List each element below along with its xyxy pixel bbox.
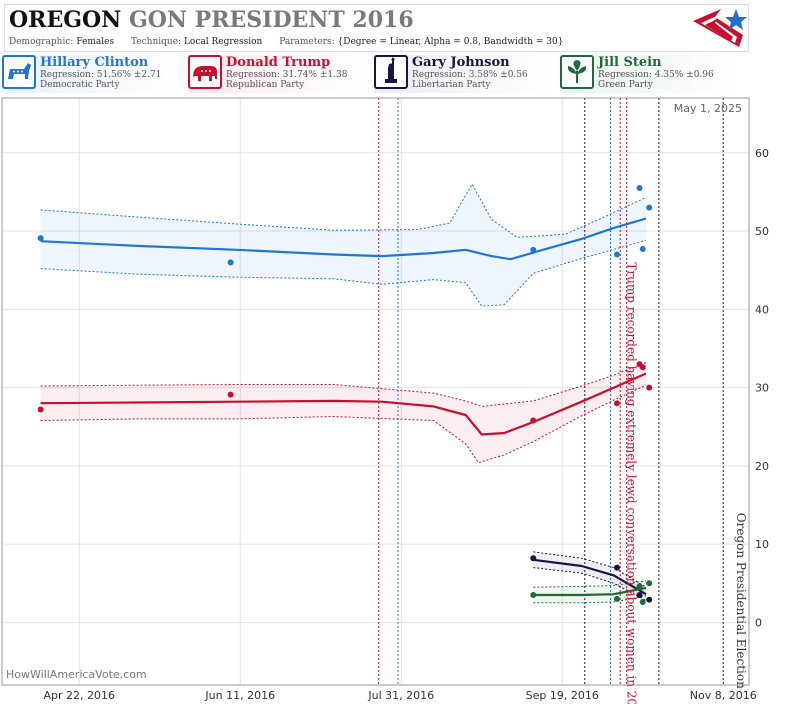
x-tick-label: Jun 11, 2016: [204, 689, 275, 702]
jill-stein-poll-point: [636, 583, 643, 590]
candidate-regression: Regression: 4.35% ±0.96: [598, 70, 714, 80]
hillary-clinton-poll-point: [227, 259, 234, 266]
candidate-stein: Jill Stein Regression: 4.35% ±0.96 Green…: [560, 55, 744, 93]
candidate-party: Democratic Party: [40, 80, 120, 90]
technique-value: Local Regression: [183, 37, 263, 47]
demographic-label: Demographic:: [9, 37, 74, 47]
x-tick-label: Jul 31, 2016: [367, 689, 434, 702]
annotations: Trump recorded having extremely lewd con…: [624, 262, 747, 704]
parameters-value: {Degree = Linear, Alpha = 0.8, Bandwidth…: [337, 37, 564, 47]
gary-johnson-poll-point: [636, 591, 643, 598]
event-annotation: Trump recorded having extremely lewd con…: [624, 262, 638, 704]
candidate-name: Gary Johnson: [412, 55, 510, 70]
demographic-value: Females: [76, 37, 115, 47]
chart-subtitle: Demographic: Females Technique: Local Re…: [9, 37, 577, 47]
jill-stein-poll-point: [639, 599, 646, 606]
donkey-icon: [2, 55, 36, 89]
candidate-name: Jill Stein: [598, 55, 662, 70]
chart-header: OREGON GON PRESIDENT 2016 Demographic: F…: [4, 4, 749, 52]
donald-trump-poll-point: [530, 417, 537, 424]
donald-trump-poll-point: [37, 406, 44, 413]
candidate-regression: Regression: 51.56% ±2.71: [40, 70, 162, 80]
donald-trump-band-fill: [40, 362, 647, 463]
gary-johnson-upper-bound: [533, 551, 647, 588]
candidate-trump: Donald Trump Regression: 31.74% ±1.38 Re…: [188, 55, 370, 93]
y-tick-label: 0: [755, 616, 762, 629]
y-tick-label: 20: [755, 460, 769, 473]
donald-trump-lower-bound: [40, 384, 647, 464]
candidate-clinton: Hillary Clinton Regression: 51.56% ±2.71…: [2, 55, 184, 93]
axes: 0 10 20 30 40 50 60 Apr 22, 2016 Jun 11, 2016 Jul…: [1, 97, 769, 702]
plot-frame: [1, 97, 750, 686]
candidate-name: Donald Trump: [226, 55, 331, 70]
jill-stein-upper-bound: [533, 580, 647, 588]
elephant-icon: [188, 55, 222, 89]
poll-points: [37, 185, 653, 606]
gary-johnson-poll-point: [613, 564, 620, 571]
date-label: May 1, 2025: [674, 102, 742, 115]
flag-star-icon: [693, 9, 747, 47]
parameters-label: Parameters:: [279, 37, 335, 47]
hillary-clinton-poll-point: [530, 246, 537, 253]
y-tick-label: 10: [755, 538, 769, 551]
donald-trump-poll-point: [646, 384, 653, 391]
candidate-party: Green Party: [598, 80, 653, 90]
hillary-clinton-poll-point: [613, 251, 620, 258]
y-tick-label: 40: [755, 303, 769, 316]
jill-stein-poll-point: [613, 595, 620, 602]
hillary-clinton-poll-point: [37, 235, 44, 242]
gary-johnson-poll-point: [530, 555, 537, 562]
candidate-name: Hillary Clinton: [40, 55, 149, 70]
jill-stein-lower-bound: [533, 595, 647, 604]
donald-trump-poll-point: [613, 400, 620, 407]
chart-title: OREGON GON PRESIDENT 2016: [9, 7, 414, 33]
hillary-clinton-upper-bound: [40, 183, 647, 238]
candidate-regression: Regression: 31.74% ±1.38: [226, 70, 348, 80]
x-tick-label: Sep 19, 2016: [526, 689, 599, 702]
donald-trump-poll-point: [639, 364, 646, 371]
title-rest: GON PRESIDENT 2016: [128, 7, 414, 33]
y-tick-label: 30: [755, 382, 769, 395]
hillary-clinton-band-fill: [40, 184, 647, 307]
regression-lines: [40, 217, 647, 597]
donald-trump-regression-line: [40, 372, 647, 436]
gary-johnson-poll-point: [646, 596, 653, 603]
jill-stein-poll-point: [646, 580, 653, 587]
y-tick-label: 50: [755, 225, 769, 238]
hillary-clinton-poll-point: [639, 246, 646, 253]
hillary-clinton-regression-line: [40, 217, 647, 261]
liberty-icon: [374, 55, 408, 89]
hillary-clinton-poll-point: [636, 185, 643, 192]
candidate-johnson: Gary Johnson Regression: 3.58% ±0.56 Lib…: [374, 55, 556, 93]
donald-trump-upper-bound: [40, 362, 647, 407]
y-tick-label: 60: [755, 147, 769, 160]
leaf-icon: [560, 55, 594, 89]
jill-stein-regression-line: [533, 586, 647, 597]
hillary-clinton-lower-bound: [40, 239, 647, 307]
technique-label: Technique:: [131, 37, 182, 47]
x-tick-label: Nov 8, 2016: [690, 689, 757, 702]
watermark: HowWillAmericaVote.com: [6, 668, 147, 681]
jill-stein-poll-point: [530, 591, 537, 598]
candidate-legend: Hillary Clinton Regression: 51.56% ±2.71…: [0, 55, 789, 95]
event-annotation: Oregon Presidential Election: [734, 513, 748, 689]
candidate-regression: Regression: 3.58% ±0.56: [412, 70, 528, 80]
candidate-party: Libertarian Party: [412, 80, 491, 90]
hillary-clinton-poll-point: [646, 204, 653, 211]
x-tick-label: Apr 22, 2016: [44, 689, 116, 702]
gary-johnson-regression-line: [533, 558, 647, 596]
candidate-party: Republican Party: [226, 80, 305, 90]
donald-trump-poll-point: [227, 391, 234, 398]
title-state: OREGON: [9, 7, 122, 33]
